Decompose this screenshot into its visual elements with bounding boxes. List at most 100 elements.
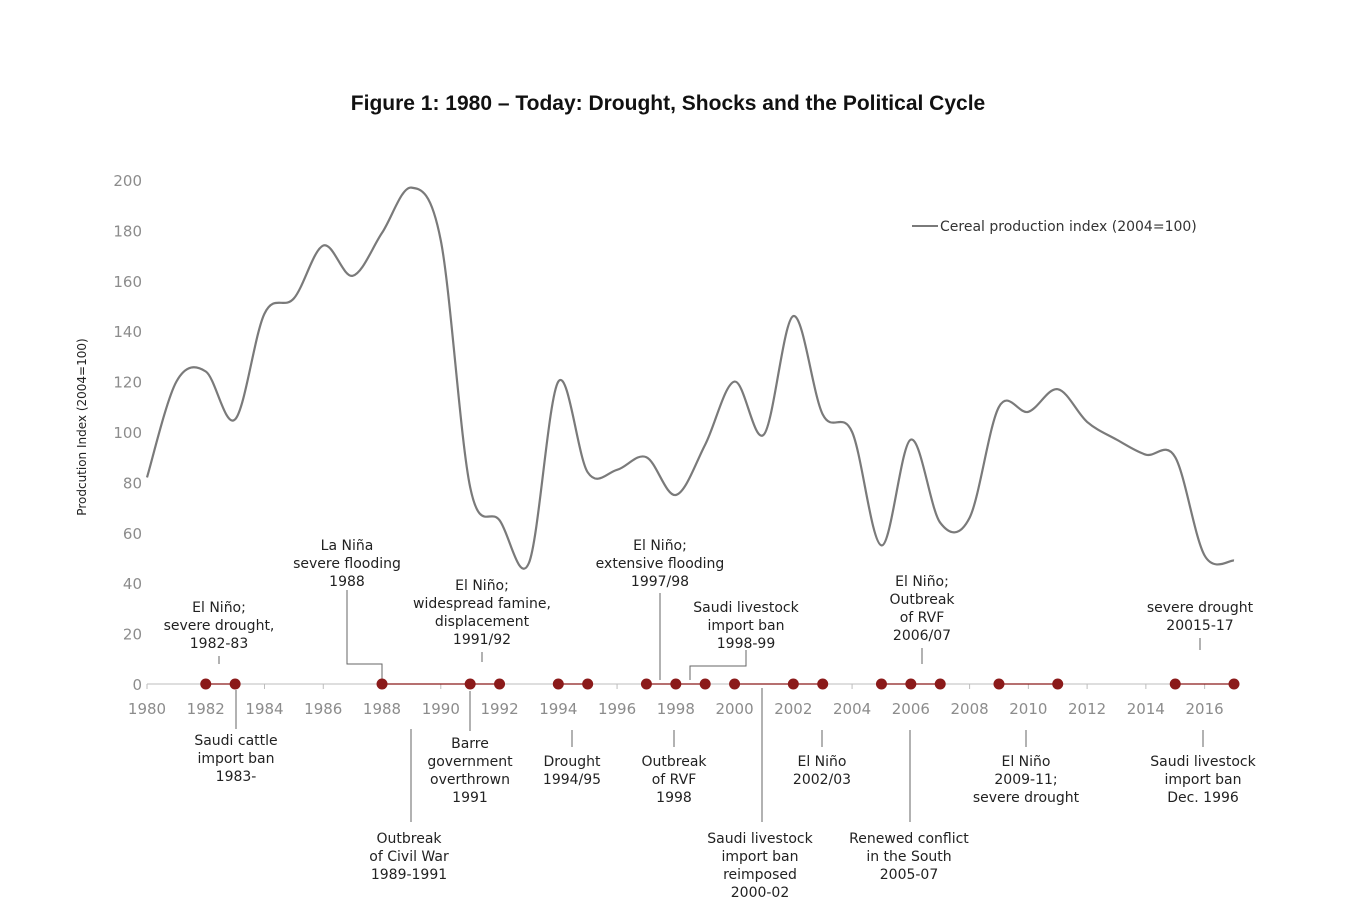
- annotation-line: Saudi livestock: [693, 600, 799, 616]
- timeline-event-dot: [905, 678, 917, 690]
- annotation-el-nino-1991: El Niño; widespread famine, displacement 19…: [413, 578, 551, 648]
- annotation-el-nino-1982: El Niño; severe drought, 1982-83: [164, 600, 275, 652]
- annotation-line: Outbreak: [889, 592, 955, 608]
- timeline-event-dot: [787, 678, 799, 690]
- annotation-line: severe drought: [973, 790, 1080, 806]
- annotation-leader: [346, 590, 383, 680]
- annotation-el-nino-1997: El Niño; extensive flooding 1997/98: [596, 538, 725, 590]
- timeline-event-dot: [934, 678, 946, 690]
- y-tick-label: 0: [132, 676, 142, 694]
- x-tick-label: 1994: [539, 700, 577, 718]
- x-tick-label: 2004: [833, 700, 871, 718]
- timeline-event-dot: [1169, 678, 1181, 690]
- annotation-line: Saudi livestock: [707, 831, 813, 847]
- x-tick-label: 1992: [480, 700, 518, 718]
- timeline-event-dot: [582, 678, 594, 690]
- annotation-line: 1988: [329, 574, 365, 590]
- annotation-line: 2009-11;: [994, 772, 1057, 788]
- annotation-line: import ban: [1164, 772, 1241, 788]
- annotation-conflict-2005: Renewed conflict in the South 2005-07: [849, 831, 969, 883]
- annotation-line: 1983-: [216, 769, 257, 785]
- timeline-event-dot: [1228, 678, 1240, 690]
- x-axis-ticks: 1980 1982 1984 1986 1988 1990 1992 1994 1996 1998…: [128, 683, 1234, 718]
- y-tick-label: 100: [113, 424, 142, 442]
- annotation-line: 1994/95: [543, 772, 601, 788]
- annotation-el-nino-2002: El Niño 2002/03: [793, 754, 851, 788]
- annotation-line: El Niño: [1002, 754, 1051, 770]
- annotation-line: El Niño;: [192, 600, 246, 616]
- x-tick-label: 2012: [1068, 700, 1106, 718]
- annotation-line: overthrown: [430, 772, 510, 788]
- y-tick-label: 140: [113, 323, 142, 341]
- y-tick-label: 80: [123, 474, 142, 492]
- y-tick-label: 200: [113, 172, 142, 190]
- timeline-event-dot: [494, 678, 506, 690]
- annotation-saudi-cattle-1983: Saudi cattle import ban 1983-: [194, 733, 277, 785]
- y-tick-label: 20: [123, 626, 142, 644]
- annotation-line: extensive flooding: [596, 556, 725, 572]
- annotation-line: El Niño;: [633, 538, 687, 554]
- annotation-line: of RVF: [652, 772, 697, 788]
- annotation-la-nina-1988: La Niña severe flooding 1988: [293, 538, 401, 590]
- event-annotations: El Niño; severe drought, 1982-83 La Niña sev…: [164, 538, 1257, 901]
- timeline-event-dot: [464, 678, 476, 690]
- annotation-line: 20015-17: [1166, 618, 1233, 634]
- annotation-line: 1991/92: [453, 632, 511, 648]
- chart-title: Figure 1: 1980 – Today: Drought, Shocks …: [351, 92, 985, 115]
- annotation-drought-2015: severe drought 20015-17: [1147, 600, 1254, 634]
- x-tick-label: 1990: [422, 700, 460, 718]
- legend: Cereal production index (2004=100): [912, 219, 1197, 235]
- x-tick-label: 2008: [951, 700, 989, 718]
- annotation-line: 2002/03: [793, 772, 851, 788]
- timeline-event-dot: [1052, 678, 1064, 690]
- x-tick-label: 2006: [892, 700, 930, 718]
- y-tick-label: 120: [113, 374, 142, 392]
- annotation-line: El Niño;: [895, 574, 949, 590]
- annotation-leader: [689, 650, 747, 680]
- timeline-event-dot: [875, 678, 887, 690]
- y-tick-label: 160: [113, 273, 142, 291]
- annotation-line: Saudi livestock: [1150, 754, 1256, 770]
- y-tick-label: 40: [123, 575, 142, 593]
- annotation-line: 1998-99: [717, 636, 776, 652]
- annotation-line: severe drought,: [164, 618, 275, 634]
- annotation-line: El Niño: [798, 754, 847, 770]
- annotation-line: 2005-07: [880, 867, 939, 883]
- annotation-line: displacement: [435, 614, 530, 630]
- x-tick-label: 1996: [598, 700, 636, 718]
- annotation-line: Barre: [451, 736, 489, 752]
- annotation-line: 2006/07: [893, 628, 951, 644]
- event-timeline: [200, 678, 1240, 690]
- annotation-line: 2000-02: [731, 885, 790, 901]
- y-axis-label: Prodcution Index (2004=100): [75, 338, 89, 515]
- x-tick-label: 1998: [657, 700, 695, 718]
- timeline-event-dot: [670, 678, 682, 690]
- annotation-line: severe flooding: [293, 556, 401, 572]
- series-line: [145, 186, 1235, 570]
- timeline-event-dot: [729, 678, 741, 690]
- annotation-civil-war-1989: Outbreak of Civil War 1989-1991: [369, 831, 449, 883]
- annotation-line: 1989-1991: [371, 867, 447, 883]
- annotation-line: of Civil War: [369, 849, 449, 865]
- annotation-line: La Niña: [321, 538, 374, 554]
- annotation-line: Outbreak: [376, 831, 442, 847]
- annotation-drought-1994: Drought 1994/95: [543, 754, 601, 788]
- x-tick-label: 2010: [1009, 700, 1047, 718]
- x-tick-label: 1988: [363, 700, 401, 718]
- x-tick-label: 1980: [128, 700, 166, 718]
- y-tick-label: 180: [113, 222, 142, 240]
- annotation-barre-1991: Barre government overthrown 1991: [427, 736, 513, 806]
- annotation-line: of RVF: [900, 610, 945, 626]
- annotation-leaders: [218, 590, 1204, 822]
- annotation-saudi-ban-1996: Saudi livestock import ban Dec. 1996: [1150, 754, 1256, 806]
- annotation-line: government: [427, 754, 513, 770]
- annotation-line: reimposed: [723, 867, 797, 883]
- annotation-line: import ban: [197, 751, 274, 767]
- timeline-event-dot: [699, 678, 711, 690]
- annotation-line: 1991: [452, 790, 488, 806]
- x-tick-label: 2002: [774, 700, 812, 718]
- annotation-line: Saudi cattle: [194, 733, 277, 749]
- timeline-event-dot: [993, 678, 1005, 690]
- x-tick-label: 1986: [304, 700, 342, 718]
